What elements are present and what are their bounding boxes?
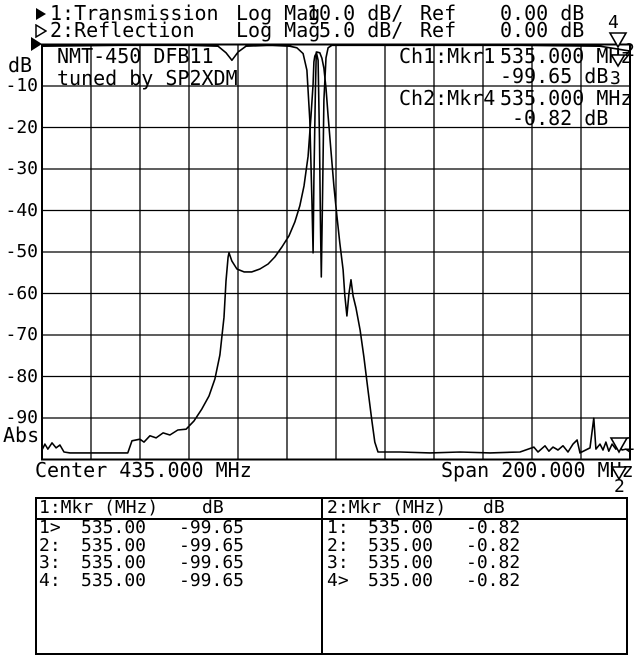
marker-table-ch1: 1:Mkr (MHz) dB 1> 535.00 -99.65 2: 535.00 -99… xyxy=(35,497,323,655)
marker-number-label: 4 xyxy=(608,12,619,33)
channel2-inactive-marker-icon xyxy=(35,24,47,38)
marker-number-label: 1 xyxy=(624,434,635,455)
marker-row-frequency: 535.00 xyxy=(81,517,147,538)
marker-row-frequency: 535.00 xyxy=(368,552,434,573)
marker-row-db: -0.82 xyxy=(466,552,521,573)
y-axis-unit-label: dB xyxy=(8,53,33,77)
marker-row-db: -0.82 xyxy=(466,534,521,556)
marker-row-db: -99.65 xyxy=(179,517,245,538)
marker-row-frequency: 535.00 xyxy=(368,569,434,591)
marker-row-db: -99.65 xyxy=(179,569,245,591)
marker-table-ch2-title: 2:Mkr (MHz) xyxy=(327,497,447,518)
marker-row-frequency: 535.00 xyxy=(368,517,434,538)
y-tick-label: -70 xyxy=(5,324,38,345)
marker-row-db: -0.82 xyxy=(466,569,521,591)
channel1-format: Log Mag xyxy=(236,1,321,25)
channel1-ref-value: 0.00 dB xyxy=(500,1,585,25)
marker-row-db: -99.65 xyxy=(179,534,245,556)
marker-table-ch2-header: 2:Mkr (MHz) dB xyxy=(323,499,626,520)
y-tick-label: -90 xyxy=(5,407,38,428)
marker-row-frequency: 535.00 xyxy=(81,569,147,591)
marker-row-number: 3: xyxy=(327,552,349,573)
marker-row-db: -0.82 xyxy=(466,517,521,538)
marker-row-db: -99.65 xyxy=(179,552,245,573)
marker-table-ch1-header: 1:Mkr (MHz) dB xyxy=(37,499,321,520)
marker-row-number: 4> xyxy=(327,569,349,591)
marker-row-number: 2: xyxy=(327,534,349,556)
channel2-ref-label: Ref xyxy=(420,18,457,42)
plot-annotation-line2: tuned by SP2XDM xyxy=(57,66,238,90)
ch1-readout-freq: 535.000 MHz xyxy=(500,44,633,68)
channel1-label: 1:Transmission xyxy=(50,1,219,25)
y-tick-label: -20 xyxy=(5,116,38,138)
marker-row-number: 4: xyxy=(39,569,61,591)
channel1-scale: 10.0 dB/ xyxy=(307,1,404,25)
channel1-active-marker-icon xyxy=(36,8,46,20)
abs-label: Abs xyxy=(3,423,40,447)
ch2-readout-label: Ch2:Mkr4 xyxy=(399,86,496,110)
marker-row-number: 2: xyxy=(39,534,61,556)
y-tick-label: -50 xyxy=(5,241,38,262)
y-tick-label: -30 xyxy=(5,158,38,179)
ch2-readout-freq: 535.000 MHz xyxy=(500,86,633,110)
reference-level-arrow-icon xyxy=(31,37,42,51)
marker-row-number: 3: xyxy=(39,552,61,573)
y-tick-label: -40 xyxy=(5,199,38,221)
ch2-readout-value: -0.82 dB xyxy=(512,106,609,130)
marker-row-number: 1> xyxy=(39,517,61,538)
channel1-ref-label: Ref xyxy=(420,1,457,25)
y-tick-label: -10 xyxy=(5,75,38,96)
marker-row-frequency: 535.00 xyxy=(81,552,147,573)
y-tick-label: -80 xyxy=(5,365,38,387)
marker-row-frequency: 535.00 xyxy=(368,534,434,556)
marker-table-ch2: 2:Mkr (MHz) dB 1: 535.00 -0.82 2: 535.00 -0.8… xyxy=(321,497,628,655)
marker-triangle-icon xyxy=(609,437,629,454)
ch1-readout-value: -99.65 dB xyxy=(500,64,609,88)
span-label: Span 200.000 MHz xyxy=(441,458,634,482)
channel2-label: 2:Reflection xyxy=(50,18,195,42)
marker-table-ch1-title: 1:Mkr (MHz) xyxy=(39,497,159,518)
channel2-ref-value: 0.00 dB xyxy=(500,18,585,42)
ch1-readout-label: Ch1:Mkr1 xyxy=(399,44,496,68)
channel2-scale: 5.0 dB/ xyxy=(307,18,404,42)
plot-annotation-line1: NMT-450 DFB11 xyxy=(57,44,214,68)
marker-table-ch2-db-header: dB xyxy=(483,497,505,518)
y-tick-label: -60 xyxy=(5,282,38,304)
center-frequency-label: Center 435.000 MHz xyxy=(35,458,252,482)
marker-table-ch1-db-header: dB xyxy=(202,497,224,518)
marker-row-frequency: 535.00 xyxy=(81,534,147,556)
channel2-format: Log Mag xyxy=(236,18,321,42)
marker-row-number: 1: xyxy=(327,517,349,538)
